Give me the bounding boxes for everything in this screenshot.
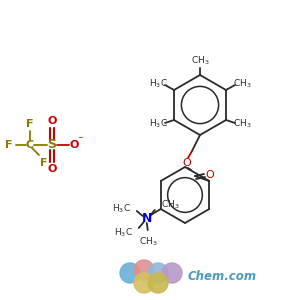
Text: CH$_3$: CH$_3$ — [233, 118, 251, 130]
Text: S: S — [47, 139, 56, 152]
Text: H$_3$C: H$_3$C — [148, 118, 167, 130]
Text: O: O — [47, 116, 57, 126]
Text: O: O — [206, 170, 214, 180]
Text: O: O — [47, 164, 57, 174]
Text: Chem.com: Chem.com — [188, 269, 257, 283]
Text: F: F — [26, 119, 34, 129]
Text: F: F — [5, 140, 13, 150]
Text: $^{-}$: $^{-}$ — [77, 135, 85, 145]
Circle shape — [134, 260, 154, 280]
Text: H$_3$C: H$_3$C — [114, 227, 133, 239]
Text: CH$_3$: CH$_3$ — [140, 236, 158, 248]
Text: CH$_3$: CH$_3$ — [191, 55, 209, 67]
Text: O: O — [183, 158, 191, 168]
Circle shape — [148, 263, 168, 283]
Text: F: F — [40, 158, 48, 168]
Text: N: N — [142, 212, 152, 226]
Circle shape — [120, 263, 140, 283]
Circle shape — [148, 273, 168, 293]
Circle shape — [134, 273, 154, 293]
Text: O: O — [69, 140, 79, 150]
Text: CH$_3$: CH$_3$ — [161, 199, 179, 211]
Text: H$_3$C: H$_3$C — [148, 78, 167, 90]
Text: H$_3$C: H$_3$C — [112, 203, 131, 215]
Text: CH$_3$: CH$_3$ — [233, 78, 251, 90]
Circle shape — [162, 263, 182, 283]
Text: C: C — [26, 140, 34, 150]
